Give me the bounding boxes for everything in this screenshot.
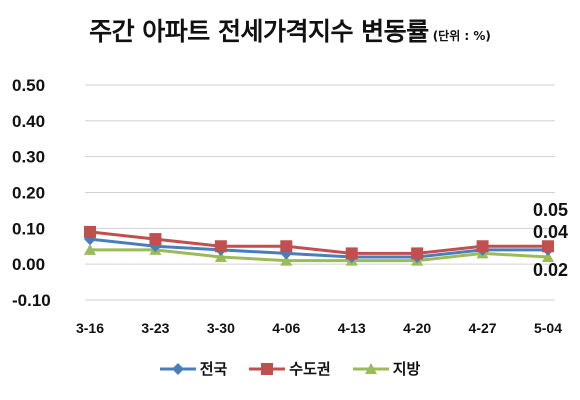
y-tick-label-0: 0.50	[12, 76, 45, 95]
legend-item-2: 지방	[352, 358, 421, 379]
y-tick-label-1: 0.40	[12, 112, 45, 131]
diamond-marker-icon	[159, 362, 196, 375]
series-1-point-3	[280, 240, 293, 253]
end-data-label-1: 0.04	[533, 222, 568, 242]
square-marker-icon	[249, 362, 286, 375]
series-2-point-3	[280, 254, 293, 266]
y-tick-label-4: 0.10	[12, 219, 45, 238]
series-1-point-0	[84, 225, 96, 238]
legend-label-1: 수도권	[289, 360, 331, 378]
legend-item-1: 수도권	[249, 358, 331, 379]
chart-title-text: 주간 아파트 전세가격지수 변동률	[89, 17, 429, 46]
x-tick-label-3: 4-06	[272, 320, 300, 336]
x-tick-label-4: 4-13	[338, 320, 366, 336]
series-2-point-2	[214, 251, 227, 262]
series-2-point-7	[542, 251, 554, 262]
y-tick-label-3: 0.20	[12, 184, 45, 203]
series-line-2	[90, 248, 549, 263]
x-tick-label-0: 3-16	[76, 320, 104, 336]
y-tick-label-5: 0.00	[12, 255, 45, 274]
series-2-point-0	[84, 243, 96, 255]
end-data-label-0: 0.05	[533, 200, 568, 220]
end-data-label-2: 0.02	[533, 260, 568, 280]
series-1-point-1	[149, 233, 162, 246]
x-tick-label-5: 4-20	[403, 320, 431, 336]
unit-note: (단위 : %)	[432, 29, 491, 43]
y-tick-label-2: 0.30	[12, 148, 45, 167]
x-tick-label-7: 5-04	[534, 320, 562, 336]
x-tick-label-1: 3-23	[141, 320, 169, 336]
series-1-point-6	[476, 240, 489, 253]
series-1-point-7	[542, 240, 554, 253]
chart-title: 주간 아파트 전세가격지수 변동률 (단위 : %)	[0, 12, 580, 48]
legend: 전국 수도권 지방	[0, 358, 580, 379]
x-tick-label-2: 3-30	[207, 320, 235, 336]
series-1-point-5	[411, 247, 424, 260]
y-tick-label-6: -0.10	[12, 291, 51, 310]
legend-item-0: 전국	[159, 358, 228, 379]
legend-label-2: 지방	[392, 360, 421, 378]
series-line-0	[89, 237, 548, 259]
x-tick-label-6: 4-27	[469, 320, 497, 336]
series-line-1	[89, 230, 548, 255]
triangle-marker-icon	[352, 362, 389, 374]
legend-label-0: 전국	[199, 360, 228, 378]
series-1-point-4	[345, 247, 358, 260]
series-1-point-2	[214, 240, 227, 253]
